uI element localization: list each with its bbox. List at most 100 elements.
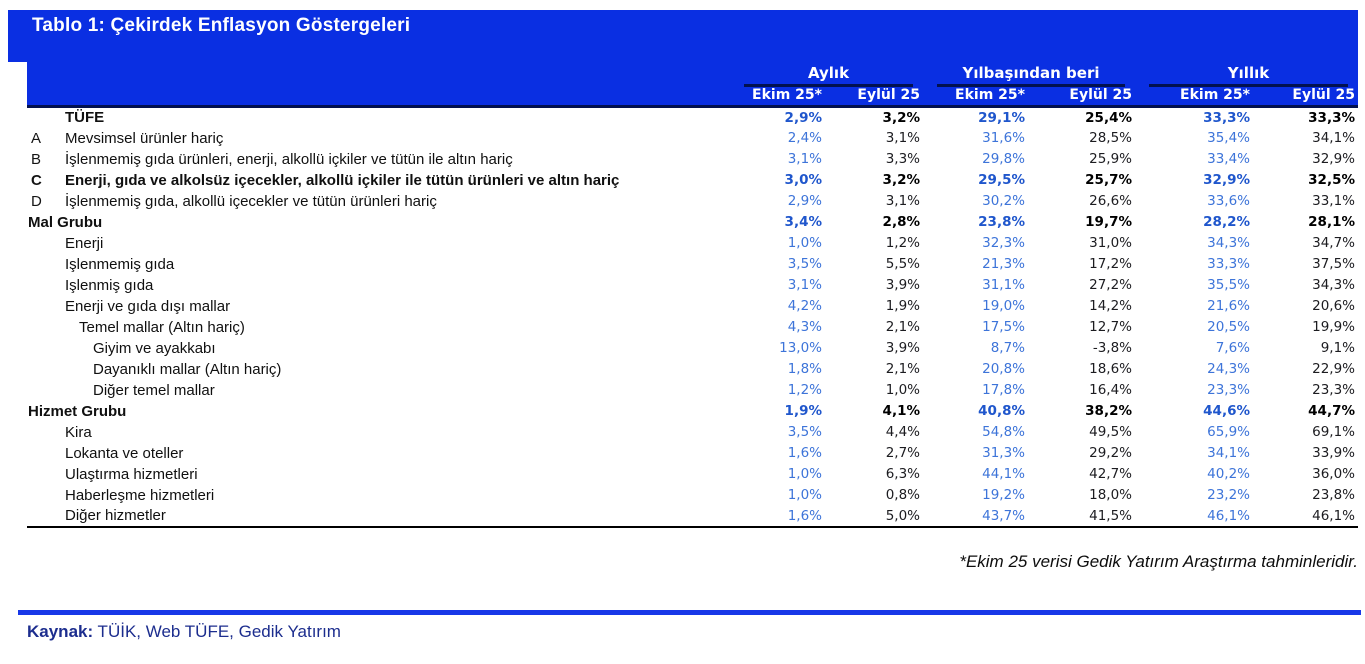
table-row: Işlenmemiş gıda 3,5% 5,5% 21,3% 17,2% 33,3% 37… <box>27 254 1358 275</box>
value-cell: 40,8% <box>978 403 1025 419</box>
value-cell: 23,2% <box>1207 487 1250 503</box>
value-cell: 4,1% <box>882 403 920 419</box>
value-cell: 1,6% <box>787 445 822 461</box>
value-cell: 35,4% <box>1207 130 1250 146</box>
value-cell: 34,3% <box>1207 235 1250 251</box>
row-code <box>27 317 65 338</box>
value-cell: 3,0% <box>784 172 822 188</box>
table-row: Lokanta ve oteller 1,6% 2,7% 31,3% 29,2% 34,1… <box>27 443 1358 464</box>
table-row: Mal Grubu 3,4% 2,8% 23,8% 19,7% 28,2% 28,1% <box>27 212 1358 233</box>
row-label: Diğer hizmetler <box>65 507 166 524</box>
value-cell: 34,3% <box>1312 277 1355 293</box>
value-cell: 35,5% <box>1207 277 1250 293</box>
value-cell: 19,0% <box>982 298 1025 314</box>
value-cell: 3,1% <box>787 277 822 293</box>
value-cell: 22,9% <box>1312 361 1355 377</box>
row-code <box>27 275 65 296</box>
footnote: *Ekim 25 verisi Gedik Yatırım Araştırma … <box>959 551 1358 571</box>
value-cell: 31,6% <box>982 130 1025 146</box>
table-row: Hizmet Grubu 1,9% 4,1% 40,8% 38,2% 44,6% 44,7% <box>27 401 1358 422</box>
value-cell: 12,7% <box>1089 319 1132 335</box>
column-group-ytd-label: Yılbaşından beri <box>937 62 1125 87</box>
value-cell: 28,5% <box>1089 130 1132 146</box>
value-cell: 9,1% <box>1320 340 1355 356</box>
value-cell: 28,1% <box>1308 214 1355 230</box>
value-cell: 29,1% <box>978 109 1025 126</box>
subheader-ytd-eylul: Eylül 25 <box>1028 87 1135 108</box>
row-code: D <box>31 192 42 210</box>
value-cell: 42,7% <box>1089 466 1132 482</box>
value-cell: 4,4% <box>885 424 920 440</box>
value-cell: 18,6% <box>1089 361 1132 377</box>
row-code <box>27 233 65 254</box>
table-row: Kira 3,5% 4,4% 54,8% 49,5% 65,9% 69,1% <box>27 422 1358 443</box>
value-cell: 26,6% <box>1089 193 1132 209</box>
row-label: Haberleşme hizmetleri <box>65 486 215 504</box>
value-cell: 33,3% <box>1207 256 1250 272</box>
bottom-divider-line <box>18 609 1361 615</box>
row-label: Kira <box>65 423 92 441</box>
table-row: TÜFE 2,9% 3,2% 29,1% 25,4% 33,3% 33,3% <box>27 107 1358 128</box>
source-label: Kaynak: <box>27 621 94 641</box>
table-row: Işlenmiş gıda 3,1% 3,9% 31,1% 27,2% 35,5% 34,3… <box>27 275 1358 296</box>
row-label: Ulaştırma hizmetleri <box>65 465 198 483</box>
value-cell: 33,4% <box>1207 151 1250 167</box>
value-cell: 1,0% <box>885 382 920 398</box>
value-cell: 17,5% <box>982 319 1025 335</box>
column-group-monthly: Aylık <box>730 62 923 87</box>
value-cell: 44,6% <box>1203 403 1250 419</box>
value-cell: 20,6% <box>1312 298 1355 314</box>
value-cell: 3,1% <box>885 130 920 146</box>
value-cell: 38,2% <box>1085 403 1132 419</box>
table-row: Ulaştırma hizmetleri 1,0% 6,3% 44,1% 42,7% 40… <box>27 464 1358 485</box>
value-cell: 3,4% <box>784 214 822 230</box>
table-row: Enerji 1,0% 1,2% 32,3% 31,0% 34,3% 34,7% <box>27 233 1358 254</box>
value-cell: 3,9% <box>885 277 920 293</box>
value-cell: 1,8% <box>787 361 822 377</box>
value-cell: 23,3% <box>1312 382 1355 398</box>
value-cell: 0,8% <box>885 487 920 503</box>
column-group-row: Aylık Yılbaşından beri Yıllık <box>27 62 1358 87</box>
value-cell: 1,0% <box>787 487 822 503</box>
value-cell: 5,5% <box>885 256 920 272</box>
value-cell: 25,9% <box>1089 151 1132 167</box>
value-cell: 17,8% <box>982 382 1025 398</box>
table-row: Giyim ve ayakkabı 13,0% 3,9% 8,7% -3,8% 7,6% 9… <box>27 338 1358 359</box>
value-cell: 5,0% <box>885 507 920 524</box>
value-cell: 46,1% <box>1312 507 1355 524</box>
table-row: Diğer temel mallar 1,2% 1,0% 17,8% 16,4% 23,3… <box>27 380 1358 401</box>
row-code: A <box>31 129 42 147</box>
value-cell: 2,1% <box>885 361 920 377</box>
table-body: TÜFE 2,9% 3,2% 29,1% 25,4% 33,3% 33,3% A Mevsims… <box>27 107 1358 527</box>
value-cell: 1,2% <box>787 382 822 398</box>
value-cell: 27,2% <box>1089 277 1132 293</box>
value-cell: 7,6% <box>1215 340 1250 356</box>
value-cell: 33,6% <box>1207 193 1250 209</box>
value-cell: 16,4% <box>1089 382 1132 398</box>
value-cell: 40,2% <box>1207 466 1250 482</box>
value-cell: 34,1% <box>1312 130 1355 146</box>
value-cell: 23,3% <box>1207 382 1250 398</box>
value-cell: 34,7% <box>1312 235 1355 251</box>
row-label: Dayanıklı mallar (Altın hariç) <box>93 360 282 378</box>
value-cell: 3,1% <box>787 151 822 167</box>
value-cell: 37,5% <box>1312 256 1355 272</box>
row-code <box>27 254 65 275</box>
column-subheader-row: Ekim 25* Eylül 25 Ekim 25* Eylül 25 Ekim… <box>27 87 1358 108</box>
value-cell: 31,0% <box>1089 235 1132 251</box>
subheader-annual-ekim: Ekim 25* <box>1135 87 1253 108</box>
value-cell: 8,7% <box>990 340 1025 356</box>
row-label: Enerji ve gıda dışı mallar <box>65 297 231 315</box>
value-cell: 32,3% <box>982 235 1025 251</box>
value-cell: 29,8% <box>982 151 1025 167</box>
value-cell: 32,9% <box>1312 151 1355 167</box>
row-code <box>27 107 65 128</box>
row-code <box>27 296 65 317</box>
value-cell: 54,8% <box>982 424 1025 440</box>
value-cell: 1,9% <box>885 298 920 314</box>
value-cell: 25,4% <box>1085 109 1132 126</box>
value-cell: 33,3% <box>1203 109 1250 126</box>
table-row: Enerji ve gıda dışı mallar 4,2% 1,9% 19,0% 1… <box>27 296 1358 317</box>
column-group-monthly-label: Aylık <box>744 62 913 87</box>
row-code <box>27 464 65 485</box>
